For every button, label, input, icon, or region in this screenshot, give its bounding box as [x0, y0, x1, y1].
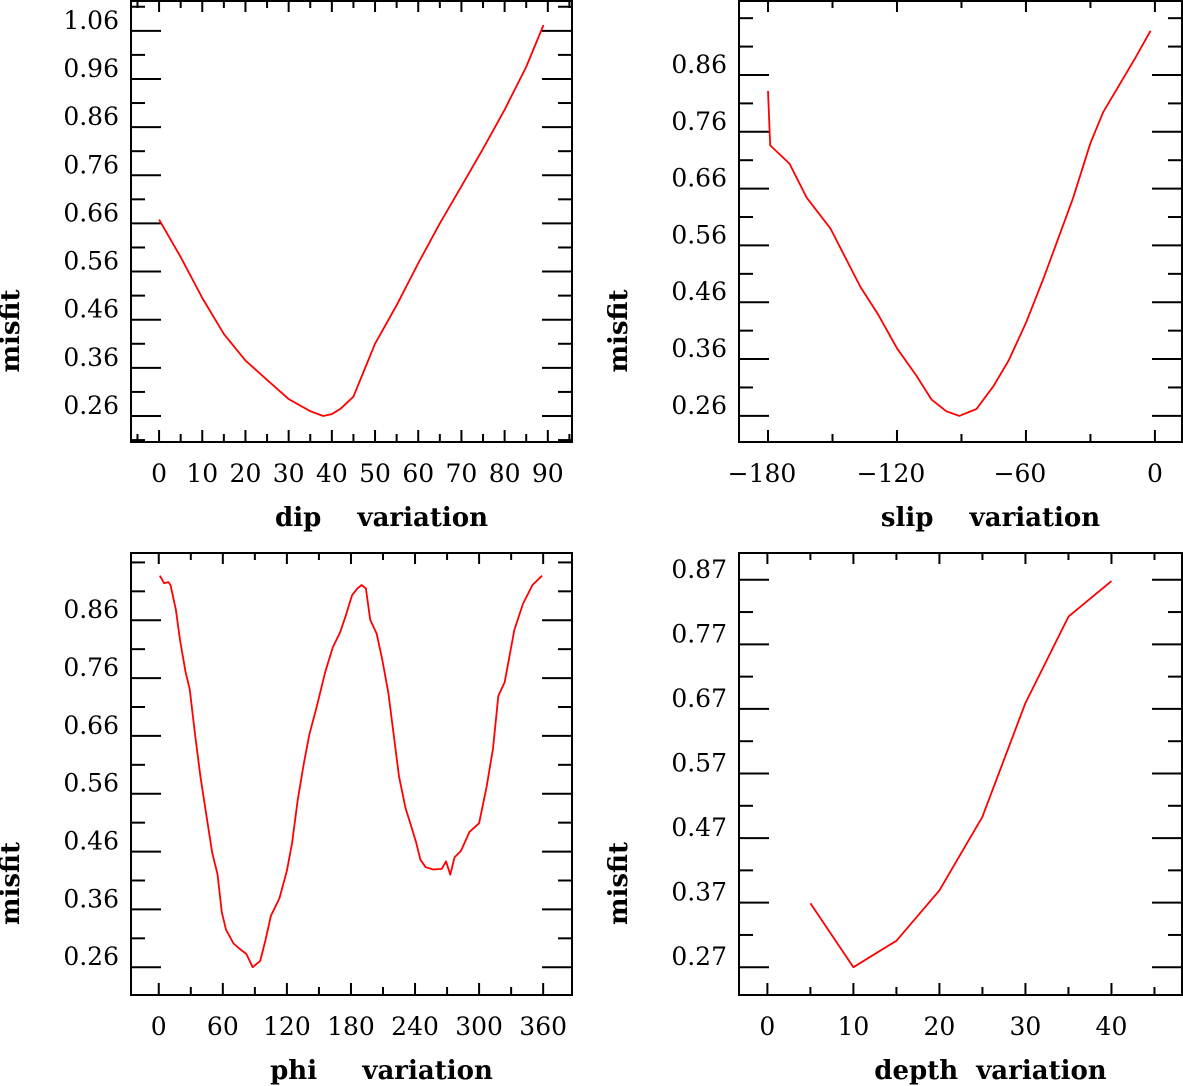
y-tick-label: 0.46: [63, 827, 119, 856]
x-tick-label: 240: [391, 1012, 439, 1041]
y-axis-label: misfit: [604, 842, 634, 925]
y-tick-label: 0.76: [63, 150, 119, 179]
y-tick-label: 0.56: [63, 769, 119, 798]
x-tick-label: −60: [994, 459, 1047, 488]
x-axis-label: depth variation: [874, 1056, 1107, 1086]
x-tick-label: 10: [837, 1012, 869, 1041]
misfit-curve-slip: [767, 30, 1152, 417]
x-tick-label: −180: [728, 459, 797, 488]
y-axis-label: misfit: [0, 290, 26, 373]
misfit-curve-depth: [809, 580, 1113, 969]
panel-phi: 0 60 120 180 240 300 360 0.26 0.36 0.46 0.56 0.66 0.…: [0, 552, 573, 1086]
y-tick-label: 1.06: [63, 6, 119, 35]
y-tick-label: 0.27: [671, 942, 727, 971]
x-tick-label: 70: [446, 459, 478, 488]
x-tick-label: 40: [316, 459, 348, 488]
x-tick-label: 300: [455, 1012, 503, 1041]
y-tick-label: 0.66: [63, 198, 119, 227]
x-tick-label: 0: [759, 1012, 775, 1041]
y-tick-label: 0.46: [63, 295, 119, 324]
y-tick-label: 0.57: [671, 749, 727, 778]
x-tick-label: 0: [151, 459, 167, 488]
y-tick-label: 0.56: [63, 247, 119, 276]
x-tick-label: 20: [924, 1012, 956, 1041]
x-tick-label: 90: [532, 459, 564, 488]
x-tick-label: 360: [519, 1012, 567, 1041]
y-tick-label: 0.26: [671, 391, 727, 420]
plot-frame: [130, 0, 573, 443]
y-tick-label: 0.37: [671, 878, 727, 907]
x-tick-label: 40: [1096, 1012, 1128, 1041]
plot-frame: [738, 0, 1183, 443]
y-tick-label: 0.36: [63, 343, 119, 372]
y-tick-label: 0.26: [63, 942, 119, 971]
y-tick-label: 0.77: [671, 619, 727, 648]
y-tick-label: 0.66: [671, 164, 727, 193]
panel-depth: 0 10 20 30 40 0.27 0.37 0.47 0.57 0.67 0.77 0.87 dep…: [604, 552, 1183, 1086]
x-tick-label: 80: [489, 459, 521, 488]
x-tick-label: 120: [263, 1012, 311, 1041]
plot-frame: [130, 552, 573, 996]
x-tick-label: 60: [402, 459, 434, 488]
y-tick-label: 0.76: [671, 107, 727, 136]
x-tick-label: 20: [230, 459, 262, 488]
x-tick-label: 30: [273, 459, 305, 488]
y-tick-label: 0.46: [671, 277, 727, 306]
x-axis-label: phi variation: [270, 1056, 493, 1086]
x-tick-label: 180: [327, 1012, 375, 1041]
x-tick-label: 50: [359, 459, 391, 488]
y-tick-label: 0.67: [671, 684, 727, 713]
y-tick-label: 0.96: [63, 54, 119, 83]
y-tick-label: 0.86: [63, 595, 119, 624]
x-tick-label: 60: [207, 1012, 239, 1041]
y-tick-label: 0.47: [671, 813, 727, 842]
y-tick-label: 0.26: [63, 391, 119, 420]
y-tick-label: 0.36: [63, 884, 119, 913]
plot-frame: [738, 552, 1183, 996]
y-tick-label: 0.36: [671, 334, 727, 363]
y-tick-label: 0.86: [63, 102, 119, 131]
y-tick-label: 0.66: [63, 711, 119, 740]
y-axis-label: misfit: [0, 842, 26, 925]
panel-slip: −180 −120 −60 0 0.26 0.36 0.46 0.56 0.66 0.76 0.86…: [604, 0, 1183, 533]
y-tick-label: 0.87: [671, 555, 727, 584]
x-tick-label: −120: [857, 459, 926, 488]
misfit-curve-dip: [158, 24, 545, 417]
y-tick-label: 0.86: [671, 50, 727, 79]
x-axis-label: dip variation: [275, 503, 488, 533]
x-tick-label: 30: [1010, 1012, 1042, 1041]
y-tick-label: 0.56: [671, 220, 727, 249]
y-axis-label: misfit: [604, 290, 634, 373]
x-tick-label: 0: [1147, 459, 1163, 488]
x-tick-label: 10: [186, 459, 218, 488]
x-axis-label: slip variation: [881, 503, 1100, 533]
misfit-curve-phi: [159, 575, 543, 969]
panel-dip: 0 10 20 30 40 50 60 70 80 90 0.26 0.36 0.46 0.56 0.66 0…: [0, 0, 573, 533]
y-tick-label: 0.76: [63, 653, 119, 682]
x-tick-label: 0: [151, 1012, 167, 1041]
